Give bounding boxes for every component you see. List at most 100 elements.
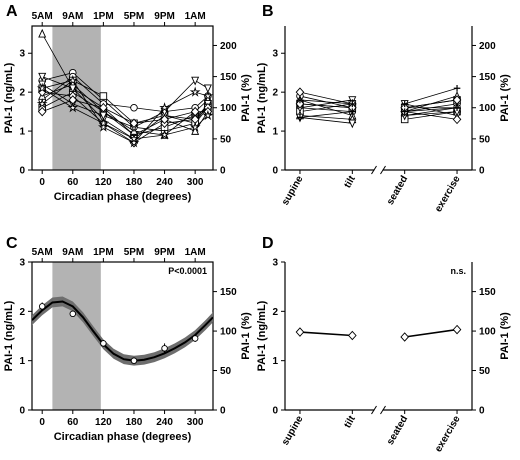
y-tick-label: 1 — [272, 356, 278, 367]
series-line — [299, 115, 353, 120]
x-tick-label: 0 — [39, 177, 45, 188]
shaded-region — [52, 26, 101, 170]
top-tick-label: 9AM — [62, 11, 83, 22]
right-tick-label: 150 — [479, 72, 496, 83]
data-point — [295, 327, 305, 337]
x-tick-label: 180 — [126, 417, 143, 428]
top-tick-label: 5PM — [124, 11, 145, 22]
right-tick-label: 50 — [479, 366, 491, 377]
right-tick-label: 50 — [220, 134, 232, 145]
data-point — [99, 92, 108, 100]
data-point — [453, 84, 461, 92]
y-tick-label: 0 — [19, 406, 25, 417]
data-point — [400, 332, 409, 342]
series-line — [404, 107, 458, 116]
data-point — [401, 100, 408, 108]
y-tick-label: 3 — [19, 49, 25, 60]
x-tick-label: 300 — [187, 417, 204, 428]
data-point — [348, 119, 357, 129]
axis-break-mark — [380, 165, 386, 175]
x-tick-label: 120 — [95, 177, 112, 188]
axis-break-mark — [371, 165, 377, 175]
right-axis-title: PAI-1 (%) — [240, 74, 252, 122]
data-point — [69, 310, 77, 318]
data-point — [130, 357, 138, 364]
panel-c: C 0 1 2 3 PAI-1 (ng/mL) 0 50 100 150 PAI-1 (%) 0 60 1… — [3, 235, 252, 443]
data-point — [129, 118, 139, 129]
panel-a: A 0 1 2 3 PAI-1 (ng/mL) 0 50 100 150 200 PAI-1 (%) 0… — [3, 3, 252, 203]
data-point — [160, 114, 169, 125]
data-point — [36, 98, 48, 109]
data-point — [191, 126, 200, 135]
right-tick-label: 0 — [220, 166, 226, 177]
y-tick-label: 0 — [272, 406, 278, 417]
y-tick-label: 0 — [19, 166, 25, 177]
series-line — [299, 91, 353, 105]
data-point — [349, 108, 356, 115]
category-label: exercise — [433, 174, 463, 215]
data-point — [128, 133, 140, 144]
data-point — [453, 104, 461, 112]
x-tick-label: 60 — [67, 417, 79, 428]
top-tick-label: 9AM — [62, 247, 83, 258]
data-point — [97, 117, 109, 128]
x-tick-label: 240 — [156, 177, 173, 188]
right-tick-label: 150 — [479, 287, 496, 298]
series-line — [404, 107, 458, 113]
series-line — [404, 87, 458, 105]
y-tick-label: 1 — [19, 127, 25, 138]
y-tick-label: 2 — [272, 88, 278, 99]
right-tick-label: 100 — [220, 327, 237, 338]
axis-break-mark — [371, 405, 377, 415]
panel-d: D 0 1 2 3 PAI-1 (ng/mL) 0 50 100 150 PAI-1 (%) supi… — [256, 235, 511, 454]
series-line — [299, 99, 353, 105]
top-tick-label: 9PM — [154, 247, 175, 258]
panel-b: B 0 1 2 3 PAI-1 (ng/mL) 0 50 100 150 200 PAI-1 (%) s… — [256, 3, 511, 214]
series-line — [299, 99, 353, 109]
top-tick-label: 5AM — [32, 11, 53, 22]
category-label: seated — [385, 174, 410, 207]
right-axis-title: PAI-1 (%) — [240, 312, 252, 360]
data-point — [191, 76, 200, 86]
right-axis-title: PAI-1 (%) — [499, 74, 511, 122]
panel-letter: D — [262, 235, 274, 252]
data-point — [202, 109, 213, 121]
right-tick-label: 150 — [220, 72, 237, 83]
panel-letter: B — [262, 3, 274, 20]
plot-frame — [31, 25, 214, 171]
series-line — [404, 99, 458, 109]
y-axis-title: PAI-1 (ng/mL) — [256, 300, 268, 371]
annotation: n.s. — [450, 266, 466, 276]
panel-letter: C — [6, 235, 18, 252]
right-tick-label: 150 — [220, 287, 237, 298]
data-point — [159, 102, 170, 113]
plot-frame — [31, 261, 214, 411]
data-point — [68, 84, 77, 94]
right-tick-label: 100 — [220, 103, 237, 114]
y-tick-label: 3 — [272, 49, 278, 60]
top-tick-label: 1AM — [185, 11, 206, 22]
panel-letter: A — [6, 3, 18, 20]
y-tick-label: 2 — [19, 307, 25, 318]
series-line — [404, 111, 458, 116]
series-group — [295, 84, 462, 129]
category-label: supine — [280, 174, 306, 208]
right-tick-label: 50 — [220, 366, 232, 377]
data-point — [189, 86, 201, 97]
data-point — [161, 345, 168, 352]
data-point — [38, 303, 46, 310]
series-line — [404, 111, 458, 120]
y-tick-label: 1 — [19, 356, 25, 367]
right-tick-label: 200 — [220, 41, 237, 52]
y-axis-title: PAI-1 (ng/mL) — [3, 300, 15, 371]
right-tick-label: 0 — [479, 406, 485, 417]
data-point — [191, 335, 199, 342]
data-point — [401, 108, 408, 115]
data-point — [100, 340, 107, 347]
data-point — [38, 28, 47, 38]
right-tick-label: 200 — [479, 41, 496, 52]
y-tick-label: 0 — [272, 166, 278, 177]
data-point — [36, 82, 48, 93]
y-axis-title: PAI-1 (ng/mL) — [256, 62, 268, 133]
